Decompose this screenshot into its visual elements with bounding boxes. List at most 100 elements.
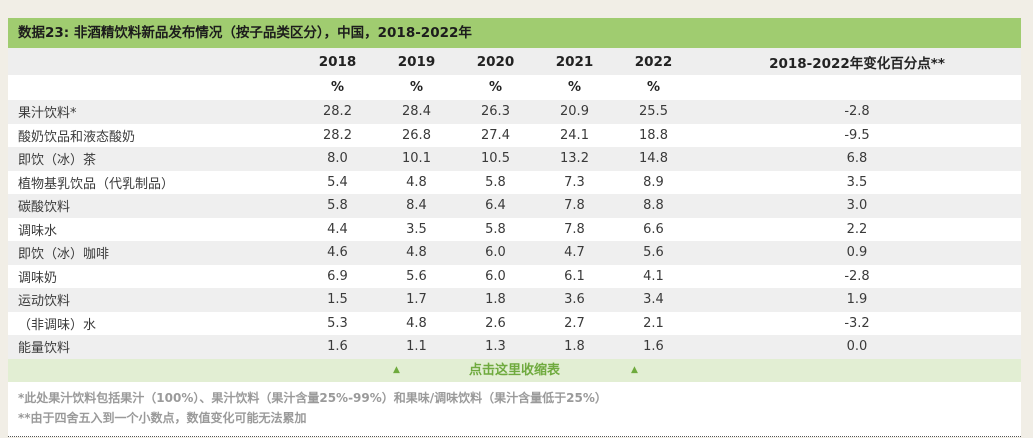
value-cell: 1.5 [327,292,348,308]
value-cell: 18.8 [639,127,668,143]
change-cell: -3.2 [844,315,870,331]
percent-unit: % [646,80,661,95]
change-cell: 3.0 [846,198,868,214]
value-cell: 13.2 [560,151,589,167]
value-cell: 5.6 [406,268,427,284]
value-cell: 7.8 [564,198,585,214]
value-cell: 1.1 [406,339,427,355]
value-cell: 8.0 [327,151,348,167]
category-cell: 果汁饮料* [18,106,77,122]
table-row: 酸奶饮品和液态酸奶 28.2 26.8 27.4 24.1 18.8 -9.5 [8,123,1021,147]
table-row: （非调味）水 5.3 4.8 2.6 2.7 2.1 -3.2 [8,311,1021,335]
table-row: 碳酸饮料 5.8 8.4 6.4 7.8 8.8 3.0 [8,194,1021,218]
value-cell: 4.8 [406,245,427,261]
collapse-button-label: 点击这里收缩表 [468,362,560,378]
value-cell: 28.2 [323,104,352,120]
percent-unit: % [567,80,582,95]
value-cell: 5.8 [485,221,506,237]
year-header-2021: 2021 [555,53,594,70]
value-cell: 4.7 [564,245,585,261]
year-header-2018: 2018 [318,53,357,70]
footnotes-section: *此处果汁饮料包括果汁（100%）、果汁饮料（果汁含量25%-99%）和果味/调… [8,381,1021,437]
value-cell: 1.8 [564,339,585,355]
category-cell: 即饮（冰）咖啡 [18,247,110,263]
percent-unit: % [409,80,424,95]
beverage-data-table: 2018 2019 2020 2021 2022 2018-2022年变化百分点… [8,48,1021,359]
category-cell: （非调味）水 [18,317,97,333]
empty-cell [693,75,1021,100]
year-header-2019: 2019 [397,53,436,70]
footnote-rounding: **由于四舍五入到一个小数点，数值变化可能无法累加 [18,410,307,425]
change-cell: 3.5 [846,174,868,190]
table-title: 数据23: 非酒精饮料新品发布情况（按子品类区分），中国，2018-2022年 [8,18,1021,48]
value-cell: 28.4 [402,104,431,120]
value-cell: 2.7 [564,315,585,331]
value-cell: 4.6 [327,245,348,261]
unit-header-row: % % % % % [8,75,1021,100]
value-cell: 7.3 [564,174,585,190]
value-cell: 8.9 [643,174,664,190]
empty-cell [8,75,298,100]
value-cell: 7.8 [564,221,585,237]
value-cell: 3.4 [643,292,664,308]
category-cell: 能量饮料 [18,341,71,357]
change-cell: 0.9 [846,245,868,261]
table-row: 调味奶 6.9 5.6 6.0 6.1 4.1 -2.8 [8,264,1021,288]
value-cell: 6.0 [485,245,506,261]
value-cell: 1.8 [485,292,506,308]
value-cell: 26.8 [402,127,431,143]
value-cell: 6.9 [327,268,348,284]
value-cell: 8.8 [643,198,664,214]
footnote-juice-definition: *此处果汁饮料包括果汁（100%）、果汁饮料（果汁含量25%-99%）和果味/调… [18,390,607,405]
value-cell: 6.6 [643,221,664,237]
value-cell: 24.1 [560,127,589,143]
value-cell: 6.4 [485,198,506,214]
year-header-row: 2018 2019 2020 2021 2022 2018-2022年变化百分点… [8,48,1021,75]
year-header-2020: 2020 [476,53,515,70]
category-cell: 植物基乳饮品（代乳制品） [18,176,175,192]
value-cell: 4.4 [327,221,348,237]
value-cell: 1.7 [406,292,427,308]
change-cell: 0.0 [846,339,868,355]
value-cell: 6.0 [485,268,506,284]
value-cell: 2.1 [643,315,664,331]
category-cell: 运动饮料 [18,294,71,310]
value-cell: 10.5 [481,151,510,167]
value-cell: 1.6 [643,339,664,355]
change-cell: -2.8 [844,104,870,120]
table-row: 植物基乳饮品（代乳制品） 5.4 4.8 5.8 7.3 8.9 3.5 [8,170,1021,194]
value-cell: 3.5 [406,221,427,237]
value-cell: 5.3 [327,315,348,331]
change-cell: -9.5 [844,127,870,143]
value-cell: 1.3 [485,339,506,355]
value-cell: 2.6 [485,315,506,331]
table-row: 果汁饮料* 28.2 28.4 26.3 20.9 25.5 -2.8 [8,100,1021,124]
collapse-arrow-icon: ▲ [392,364,400,375]
change-cell: 6.8 [846,151,868,167]
category-cell: 酸奶饮品和液态酸奶 [18,129,136,145]
collapse-table-button[interactable]: ▲ 点击这里收缩表 ▲ [8,358,1021,382]
value-cell: 3.6 [564,292,585,308]
data-table-card: 数据23: 非酒精饮料新品发布情况（按子品类区分），中国，2018-2022年 … [8,18,1021,437]
value-cell: 14.8 [639,151,668,167]
value-cell: 4.8 [406,315,427,331]
value-cell: 25.5 [639,104,668,120]
table-row: 即饮（冰）咖啡 4.6 4.8 6.0 4.7 5.6 0.9 [8,241,1021,265]
change-cell: 2.2 [846,221,868,237]
year-header-2022: 2022 [634,53,673,70]
category-cell: 调味奶 [18,270,58,286]
category-cell: 调味水 [18,223,58,239]
value-cell: 4.8 [406,174,427,190]
table-row: 调味水 4.4 3.5 5.8 7.8 6.6 2.2 [8,217,1021,241]
value-cell: 6.1 [564,268,585,284]
value-cell: 5.8 [327,198,348,214]
value-cell: 20.9 [560,104,589,120]
table-row: 运动饮料 1.5 1.7 1.8 3.6 3.4 1.9 [8,288,1021,312]
value-cell: 5.4 [327,174,348,190]
value-cell: 10.1 [402,151,431,167]
percent-unit: % [488,80,503,95]
percent-unit: % [330,80,345,95]
value-cell: 8.4 [406,198,427,214]
value-cell: 26.3 [481,104,510,120]
collapse-arrow-icon: ▲ [630,364,638,375]
